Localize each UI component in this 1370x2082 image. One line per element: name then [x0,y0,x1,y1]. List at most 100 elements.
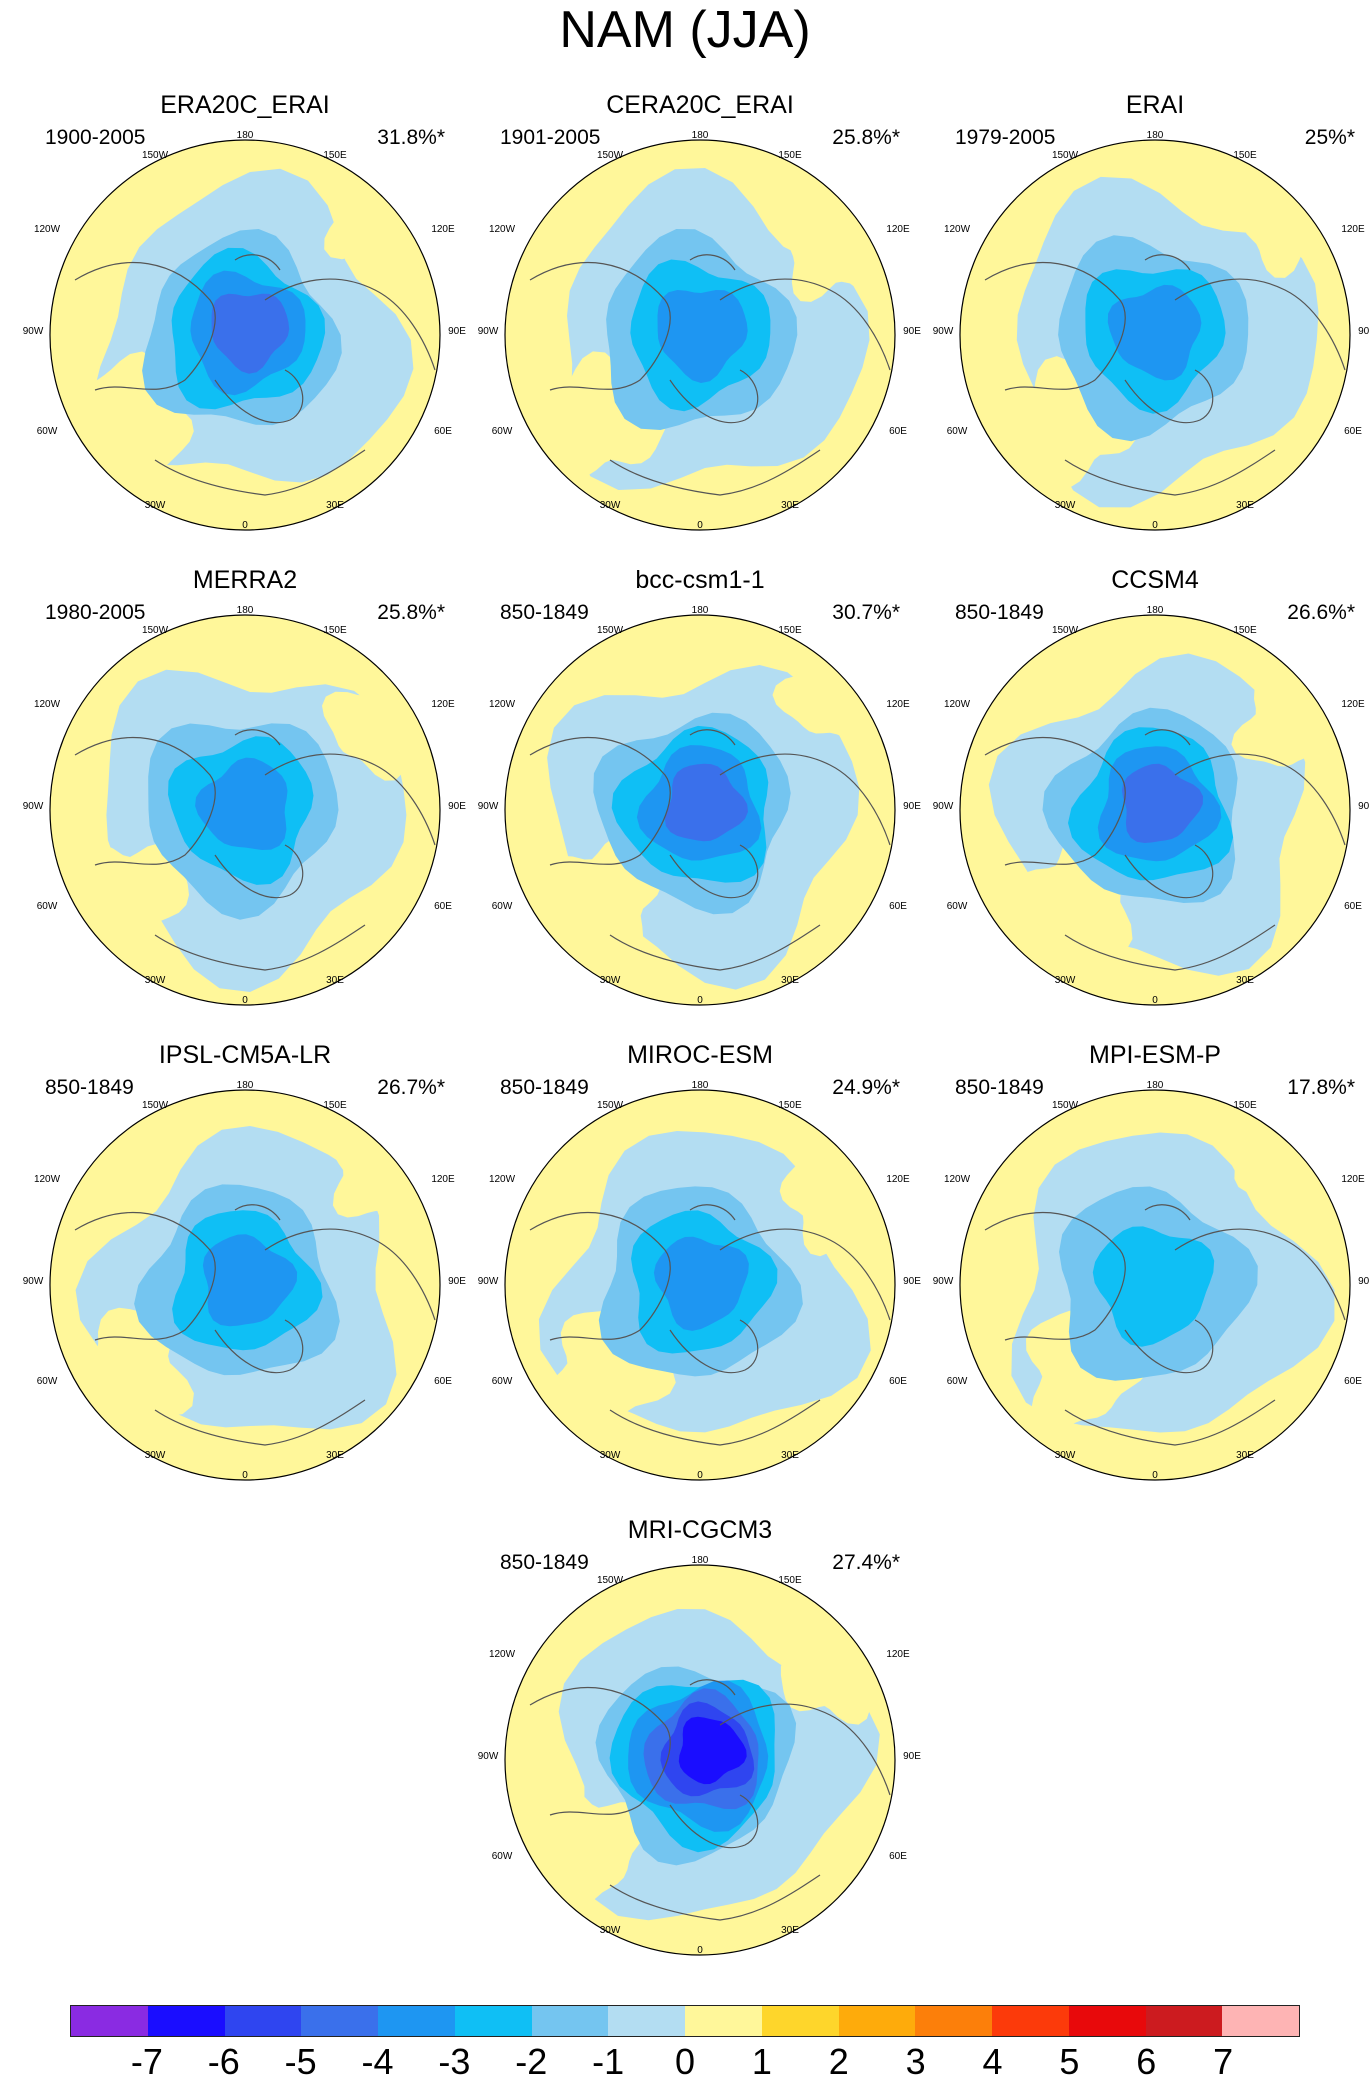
field-band-0-patch [554,351,669,481]
longitude-label: 90W [933,326,954,337]
coastline [74,736,216,866]
longitude-label: 120W [944,699,971,710]
longitude-label: 0 [697,1945,703,1956]
longitude-label: 150E [778,625,802,636]
longitude-label: 60W [37,1376,58,1387]
longitude-label: 60E [434,901,452,912]
longitude-label: 120E [1341,1174,1365,1185]
panel-period: 850-1849 [500,1551,589,1574]
longitude-label: 90E [448,326,466,337]
field-band--4 [1107,284,1202,381]
panel-variance: 31.8%* [377,126,445,149]
longitude-label: 60W [492,426,513,437]
field-band--4 [653,1236,749,1331]
longitude-label: 30E [1236,1450,1254,1461]
colorbar-tick-label: 0 [674,2041,696,2082]
map-panel: CCSM4 850-1849 26.6%* 180 150W 150E 120W 120E 90… [933,565,1370,1006]
panel-period: 1979-2005 [955,126,1056,149]
longitude-label: 180 [1147,605,1164,616]
longitude-label: 150W [1052,150,1079,161]
longitude-label: 120W [944,1174,971,1185]
longitude-label: 30E [326,500,344,511]
longitude-label: 30W [600,1925,621,1936]
longitude-label: 30W [600,500,621,511]
longitude-label: 90E [1358,1276,1370,1287]
field-band-0-patch [789,194,882,302]
field-band-0-patch [524,1789,651,1913]
longitude-label: 0 [1152,995,1158,1006]
longitude-label: 0 [242,995,248,1006]
coastline [1144,254,1191,271]
coastline [719,753,891,846]
coastline [264,753,436,846]
polar-map: 180 150W 150E 120W 120E 90W 90E 60W 60E 30W 30E 0 [933,1080,1370,1481]
coastline [1174,1228,1346,1321]
panel-title: CCSM4 [1111,566,1199,594]
longitude-label: 120W [489,1174,516,1185]
coastline [214,844,304,899]
panel-title: MERRA2 [192,566,298,594]
panel-variance: 25%* [1304,126,1355,149]
coastline [669,844,759,899]
coastline [689,1204,736,1221]
coastline [154,1399,366,1446]
colorbar-box [1068,2006,1146,2036]
longitude-label: 30W [1055,975,1076,986]
longitude-label: 90W [23,801,44,812]
longitude-label: 150E [323,1100,347,1111]
panel-variance: 24.9%* [832,1076,900,1099]
colorbar-tick-label: -7 [130,2041,163,2082]
map-panel: MERRA2 1980-2005 25.8%* 180 150W 150E 120W 120E… [23,565,467,1006]
longitude-label: 90E [903,801,921,812]
longitude-label: 150W [142,625,169,636]
coastline [984,1211,1126,1341]
colorbar [70,2005,1300,2037]
polar-map: 180 150W 150E 120W 120E 90W 90E 60W 60E 30W 30E 0 [478,605,922,1006]
map-boundary [504,1564,896,1956]
panel-period: 1900-2005 [45,126,146,149]
polar-map: 180 150W 150E 120W 120E 90W 90E 60W 60E 30W 30E 0 [23,605,467,1006]
colorbar-box [378,2006,455,2036]
coastline [609,1399,821,1446]
colorbar-tick-label: -5 [284,2041,317,2082]
longitude-label: 90E [903,1276,921,1287]
map-panel: MRI-CGCM3 850-1849 27.4%* 180 150W 150E 120W 12… [478,1515,922,1956]
map-panel: ERA20C_ERAI 1900-2005 31.8%* 180 150W 150E 120… [23,90,467,531]
longitude-label: 180 [237,130,254,141]
longitude-label: 120E [886,1649,910,1660]
panel-title: CERA20C_ERAI [606,91,794,119]
map-boundary [49,614,441,1006]
coastline [1124,844,1214,899]
longitude-label: 30W [145,500,166,511]
field-band--7 [678,1716,747,1785]
panel-variance: 30.7%* [832,601,900,624]
panel-variance: 17.8%* [1287,1076,1355,1099]
coastline [669,369,759,424]
panel-variance: 27.4%* [832,1551,900,1574]
longitude-label: 90E [903,1751,921,1762]
colorbar-tick-label: -4 [361,2041,394,2082]
longitude-label: 60W [492,1376,513,1387]
longitude-label: 150E [778,1100,802,1111]
polar-map: 180 150W 150E 120W 120E 90W 90E 60W 60E 30W 30E 0 [23,130,467,531]
longitude-label: 180 [692,605,709,616]
longitude-label: 180 [692,1080,709,1091]
field-band-0-patch [322,676,422,781]
coastline [74,1211,216,1341]
longitude-label: 90W [933,1276,954,1287]
coastline [264,1228,436,1321]
panel-period: 850-1849 [500,1076,589,1099]
field-band-0-patch [780,1617,871,1725]
field-band--5 [664,763,748,842]
coastline [529,736,671,866]
longitude-label: 0 [1152,520,1158,531]
coastline [1144,1204,1191,1221]
field-band-0-patch [331,1121,434,1218]
colorbar-box [1145,2006,1223,2036]
longitude-label: 0 [697,520,703,531]
colorbar-tick-label: -1 [592,2041,625,2082]
longitude-label: 90W [933,801,954,812]
longitude-label: 90E [903,326,921,337]
longitude-label: 90W [478,1751,499,1762]
panel-period: 850-1849 [45,1076,134,1099]
